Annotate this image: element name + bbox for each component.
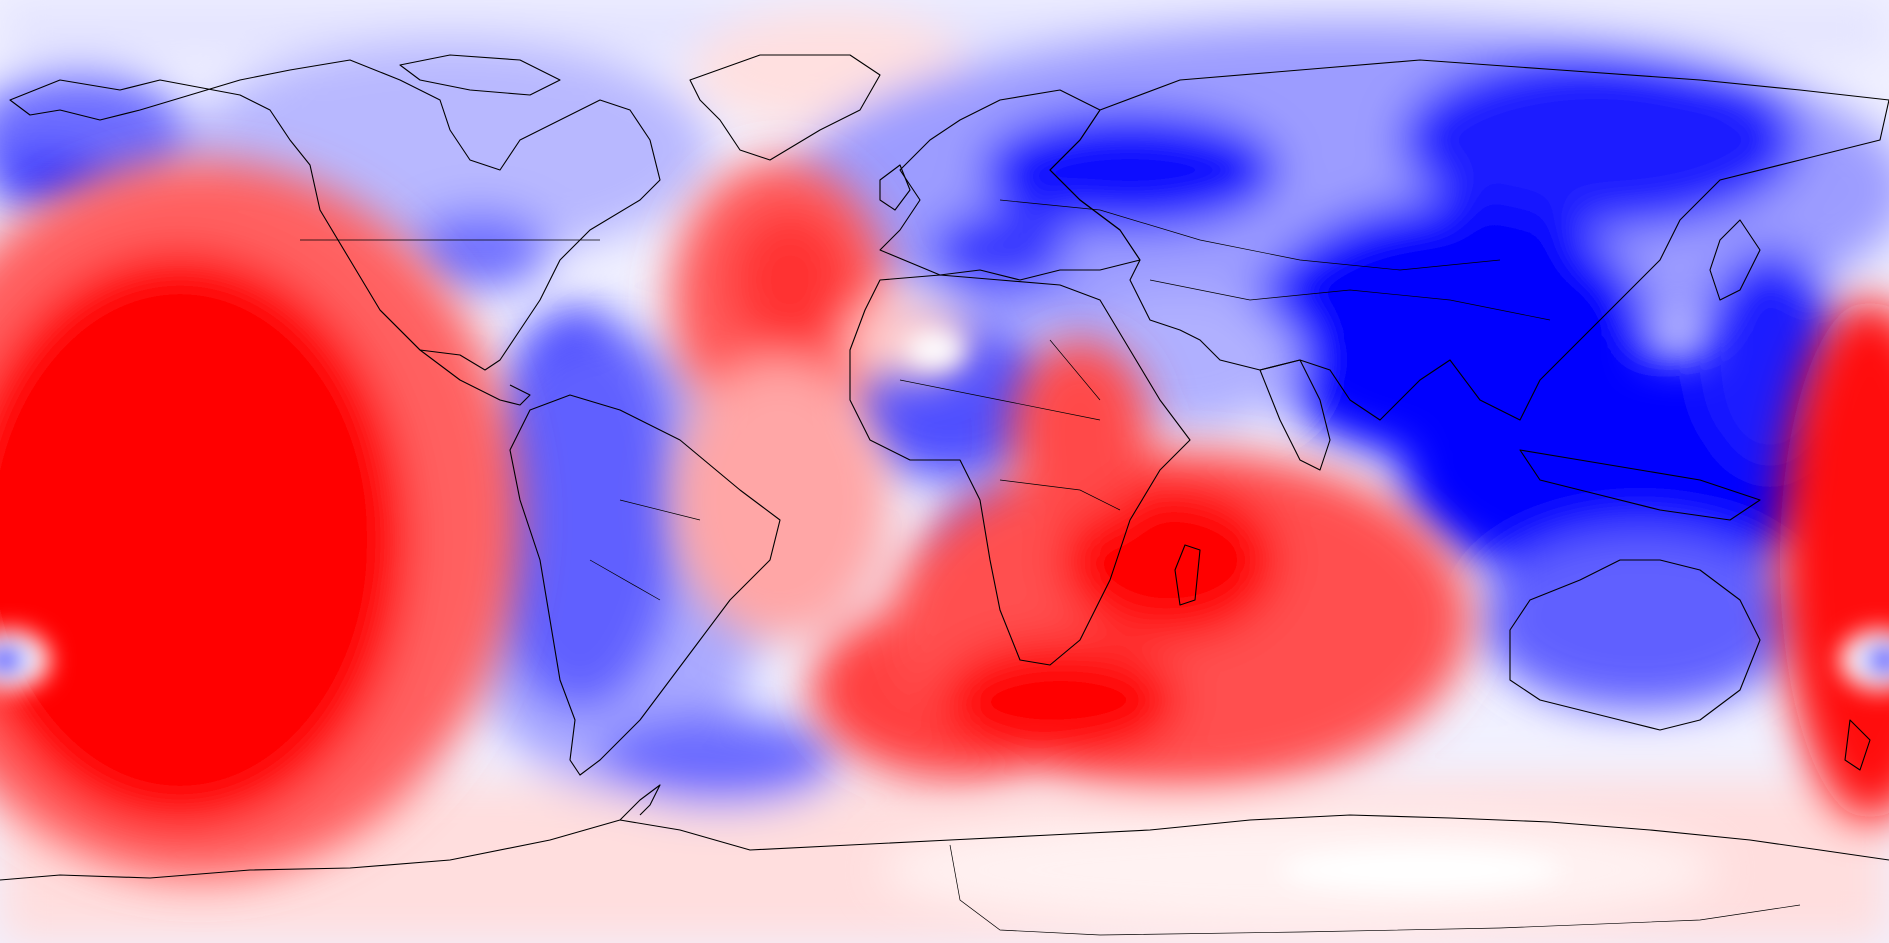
india-coastline bbox=[1259, 359, 1331, 471]
asia-coastline bbox=[1049, 59, 1889, 421]
north-america-coastline bbox=[9, 59, 661, 371]
pacific-red-core bbox=[0, 250, 410, 830]
sahara-white-spot bbox=[907, 332, 963, 368]
madagascar-coastline bbox=[1174, 544, 1201, 606]
south-indian-red-core bbox=[1060, 480, 1280, 640]
pacific-blue-eddy-east-core bbox=[1863, 644, 1889, 676]
australia-coastline bbox=[1509, 559, 1761, 731]
north-atlantic-red-core bbox=[730, 210, 850, 350]
europe-coastline bbox=[879, 89, 1141, 281]
central-america-coastline bbox=[379, 309, 531, 406]
west-pacific-red bbox=[1780, 300, 1889, 820]
canada-blue-core bbox=[410, 210, 550, 290]
alps-blue bbox=[930, 210, 1070, 290]
antarctica-coastline bbox=[0, 814, 1889, 881]
africa-coastline bbox=[849, 274, 1191, 666]
field-small-features bbox=[0, 332, 1889, 892]
field-positive-blobs bbox=[0, 160, 1889, 930]
japan-coastline bbox=[1709, 219, 1761, 301]
south-america-coastline bbox=[509, 394, 781, 776]
australia-blue bbox=[1480, 530, 1800, 710]
south-indian-red-core-2 bbox=[940, 640, 1180, 760]
arctic-islands-coastline bbox=[399, 54, 561, 96]
pacific-blue-eddy-west-core bbox=[0, 644, 27, 676]
siberia-blue bbox=[1400, 50, 1800, 230]
east-africa-red bbox=[1010, 340, 1150, 520]
antarctic-peninsula-coastline bbox=[619, 784, 661, 821]
tropical-atlantic-pink bbox=[670, 360, 890, 640]
greenland-coastline bbox=[689, 54, 881, 161]
new-zealand-coastline bbox=[1844, 719, 1871, 771]
southern-ocean-blue bbox=[600, 715, 840, 805]
scandinavia-blue bbox=[980, 110, 1280, 230]
british-isles-coastline bbox=[879, 164, 911, 211]
country-borders bbox=[300, 199, 1551, 601]
antarctic-ice-shelf-line bbox=[949, 844, 1801, 936]
indonesia-coastline bbox=[1519, 449, 1761, 521]
antarctic-white-spot bbox=[1280, 848, 1560, 892]
